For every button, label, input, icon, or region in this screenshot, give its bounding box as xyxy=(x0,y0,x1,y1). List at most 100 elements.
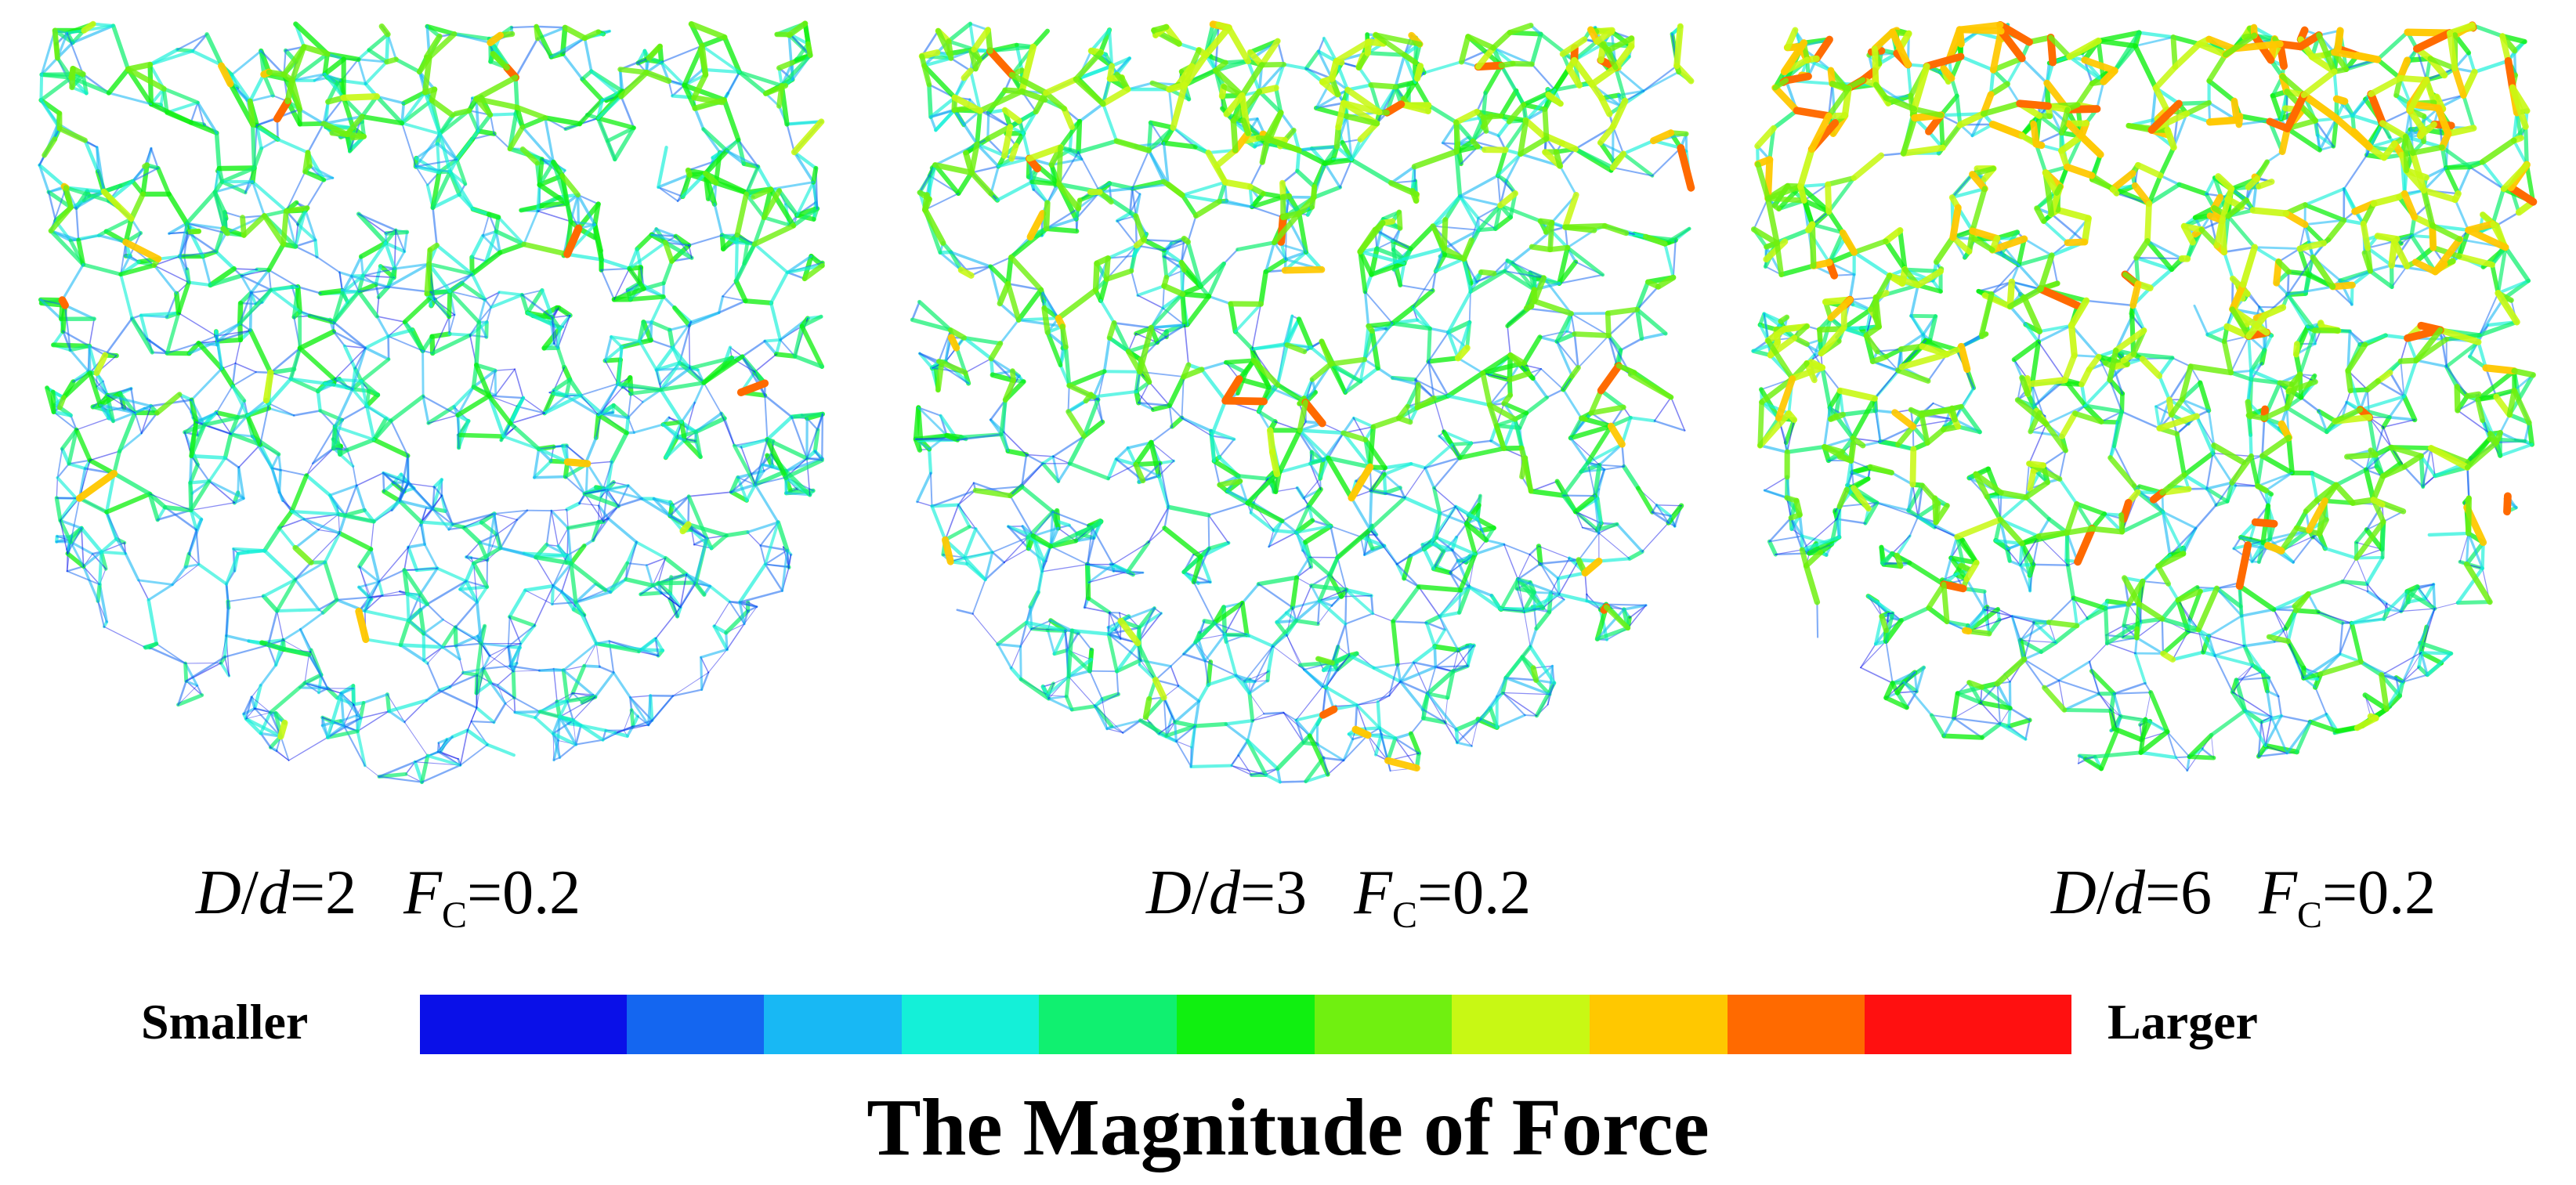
force-chain xyxy=(566,508,569,529)
force-chain xyxy=(1629,416,1656,423)
force-chain xyxy=(1164,724,1197,738)
force-chain xyxy=(117,410,138,453)
force-chain xyxy=(421,395,430,425)
force-chain xyxy=(1411,305,1432,331)
force-chain xyxy=(1561,493,1578,514)
force-chain xyxy=(149,493,192,511)
force-chain xyxy=(1453,649,1459,672)
force-chain xyxy=(418,566,439,597)
force-chain xyxy=(40,56,59,76)
force-chain xyxy=(1598,533,1630,559)
force-chain xyxy=(956,170,975,197)
force-chain xyxy=(303,681,329,690)
force-chain xyxy=(1057,527,1076,542)
force-chain xyxy=(261,594,280,613)
force-chain xyxy=(240,274,252,294)
force-chain xyxy=(563,665,585,671)
force-chain xyxy=(223,432,233,461)
force-chain xyxy=(40,29,56,76)
force-chain xyxy=(483,298,492,309)
force-chain xyxy=(1136,284,1166,298)
force-chain xyxy=(137,579,150,601)
force-chain xyxy=(595,643,600,667)
force-chain xyxy=(107,394,136,414)
force-chain xyxy=(1182,652,1207,663)
force-chain xyxy=(542,115,583,127)
force-chain xyxy=(244,413,263,447)
force-chain xyxy=(212,179,225,194)
force-chain xyxy=(322,96,345,125)
force-chain xyxy=(618,69,649,99)
force-chain xyxy=(671,320,693,349)
force-chain xyxy=(744,192,766,220)
force-chain xyxy=(277,509,295,531)
force-chain xyxy=(995,180,1034,202)
force-chain xyxy=(769,181,815,191)
force-chain xyxy=(438,132,452,174)
force-chain xyxy=(262,369,274,404)
force-chain xyxy=(1116,219,1138,247)
force-chain xyxy=(1051,511,1094,529)
force-chain xyxy=(1503,544,1531,555)
force-chain xyxy=(401,122,417,168)
force-chain xyxy=(262,72,275,98)
force-chain xyxy=(360,94,379,119)
force-chain xyxy=(387,286,432,294)
force-chain xyxy=(1612,166,1654,177)
force-chain xyxy=(553,668,558,703)
force-chain xyxy=(467,706,478,732)
force-chain xyxy=(1352,417,1366,441)
force-chain xyxy=(1359,535,1387,548)
force-chain xyxy=(220,226,230,237)
force-chain xyxy=(237,320,244,343)
force-chain xyxy=(338,271,353,278)
force-chain xyxy=(325,729,360,739)
force-chain xyxy=(1275,733,1312,771)
force-chain xyxy=(1343,379,1362,395)
force-chain xyxy=(1454,149,1463,199)
force-chain xyxy=(507,125,526,152)
force-chain xyxy=(237,443,262,468)
force-chain xyxy=(128,191,146,222)
force-chain xyxy=(482,213,490,237)
force-chain xyxy=(197,562,228,586)
force-chain xyxy=(1568,424,1614,441)
force-chain xyxy=(917,299,953,333)
force-chain xyxy=(656,369,662,391)
force-chain xyxy=(1003,537,1029,563)
force-chain xyxy=(317,598,338,611)
force-chain xyxy=(190,399,206,426)
force-chain xyxy=(133,404,153,414)
force-chain xyxy=(550,584,555,606)
force-chain xyxy=(916,405,924,443)
force-chain xyxy=(407,521,422,548)
force-chain xyxy=(1077,632,1093,651)
force-chain xyxy=(1342,738,1355,762)
force-chain xyxy=(769,270,790,305)
force-chain xyxy=(111,411,136,423)
force-chain xyxy=(763,521,780,566)
force-chain xyxy=(660,60,686,87)
force-chain xyxy=(1102,699,1108,729)
force-chain xyxy=(99,537,118,554)
force-chain xyxy=(576,193,597,226)
force-chain xyxy=(805,41,813,59)
force-chain xyxy=(662,295,676,309)
force-chain xyxy=(294,245,318,258)
force-chain xyxy=(708,584,732,604)
force-chain xyxy=(1398,680,1425,711)
force-chain xyxy=(1295,556,1311,579)
force-chain xyxy=(1019,645,1022,681)
force-chain xyxy=(356,58,389,63)
force-chain xyxy=(248,72,266,103)
force-chain xyxy=(628,240,668,270)
force-chain xyxy=(624,576,655,588)
force-chain xyxy=(1263,711,1285,715)
force-chain xyxy=(197,334,218,345)
force-chain xyxy=(693,107,705,131)
force-chain xyxy=(291,73,326,82)
force-chain xyxy=(1324,685,1336,711)
force-chain xyxy=(930,504,947,542)
force-chain xyxy=(1535,664,1554,681)
force-chain xyxy=(47,190,57,222)
